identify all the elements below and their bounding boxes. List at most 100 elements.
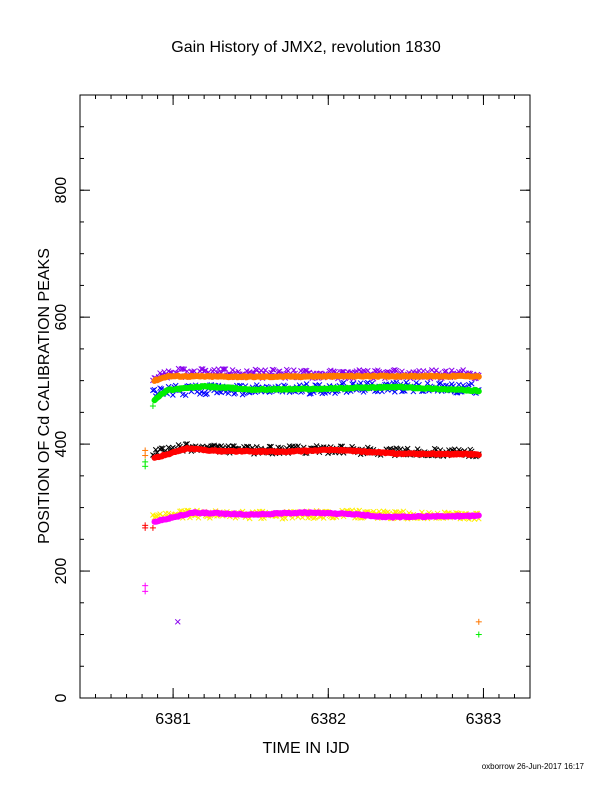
data-point [181, 366, 188, 373]
data-point [182, 441, 189, 448]
plus-point [142, 588, 149, 595]
axis-ticks [79, 94, 531, 699]
data-point [443, 368, 449, 374]
series-5 [151, 445, 482, 461]
data-point [169, 444, 176, 451]
data-point [215, 366, 222, 372]
data-point [262, 367, 269, 374]
data-point [404, 445, 411, 452]
cross-stroke [174, 618, 181, 625]
stray-point [174, 618, 181, 625]
data-point [456, 381, 462, 388]
data-point [235, 368, 242, 375]
data-point [310, 515, 317, 522]
data-point [221, 366, 227, 372]
data-point [150, 512, 156, 518]
fitted-track [151, 382, 482, 404]
data-point [158, 386, 165, 392]
data-point [179, 366, 186, 372]
data-point [302, 367, 309, 374]
y-tick-label: 0 [53, 693, 70, 702]
data-point [400, 508, 407, 515]
x-axis-title: TIME IN IJD [262, 740, 349, 757]
data-point [158, 445, 165, 452]
data-point [436, 380, 442, 387]
x-tick-label: 6381 [155, 711, 191, 728]
data-point [391, 508, 398, 515]
data-point [229, 443, 236, 449]
data-point [269, 366, 276, 373]
data-point [204, 390, 210, 397]
data-point [298, 368, 304, 374]
data-point [243, 368, 250, 374]
footer-credit: oxborrow 26-Jun-2017 16:17 [482, 762, 585, 771]
data-point [152, 446, 159, 453]
data-point [202, 391, 209, 398]
data-point [360, 367, 367, 374]
plus-point [142, 452, 149, 459]
data-point [303, 381, 310, 387]
y-tick-label: 800 [53, 177, 70, 204]
y-axis-title: POSITION OF Cd CALIBRATION PEAKS [36, 248, 53, 544]
data-point [191, 368, 198, 375]
data-point [179, 391, 186, 398]
data-point [182, 392, 189, 399]
data-point [225, 390, 232, 397]
data-point [424, 380, 431, 387]
data-point [231, 443, 237, 450]
data-point [222, 366, 229, 372]
data-point [420, 368, 427, 374]
data-point [198, 388, 205, 395]
data-point [276, 368, 283, 375]
data-marks [142, 365, 482, 638]
data-point [165, 510, 172, 517]
data-point [178, 366, 185, 372]
data-point [303, 367, 310, 374]
data-point [151, 386, 158, 393]
data-point [295, 443, 301, 449]
data-point [364, 367, 371, 374]
x-tick-label: 6383 [466, 711, 502, 728]
plus-point [142, 524, 149, 531]
data-point [161, 369, 168, 375]
data-point [201, 368, 208, 374]
fitted-track [151, 445, 482, 461]
data-point [157, 370, 163, 376]
plus-point [149, 524, 156, 531]
data-point [211, 442, 217, 449]
plus-point [142, 582, 149, 589]
data-point [330, 368, 337, 375]
series-1 [151, 372, 482, 384]
plus-point [475, 631, 482, 638]
data-point [433, 367, 439, 374]
data-point [160, 445, 166, 452]
data-point [258, 367, 264, 374]
data-point [390, 367, 397, 374]
data-point [253, 382, 260, 388]
data-point [211, 366, 217, 373]
data-point [150, 387, 156, 394]
data-point [198, 366, 205, 372]
data-point [460, 367, 466, 373]
data-point [271, 367, 277, 373]
data-point [225, 443, 232, 449]
y-tick-label: 400 [53, 431, 70, 458]
plus-point [475, 618, 482, 625]
y-tick-label: 600 [53, 304, 70, 331]
plot-frame [79, 94, 531, 699]
data-point [229, 367, 236, 373]
data-point [448, 367, 455, 374]
x-tick-labels: 6381 6382 6383 [155, 711, 501, 728]
data-point [285, 368, 291, 374]
data-point [468, 380, 475, 387]
data-point [165, 444, 172, 451]
fitted-track [151, 372, 482, 384]
data-point [399, 368, 405, 375]
data-point [340, 380, 347, 386]
data-point [437, 380, 444, 387]
series-7 [151, 509, 482, 525]
data-point [413, 380, 420, 386]
plus-point [149, 403, 156, 410]
x-tick-label: 6382 [310, 711, 346, 728]
